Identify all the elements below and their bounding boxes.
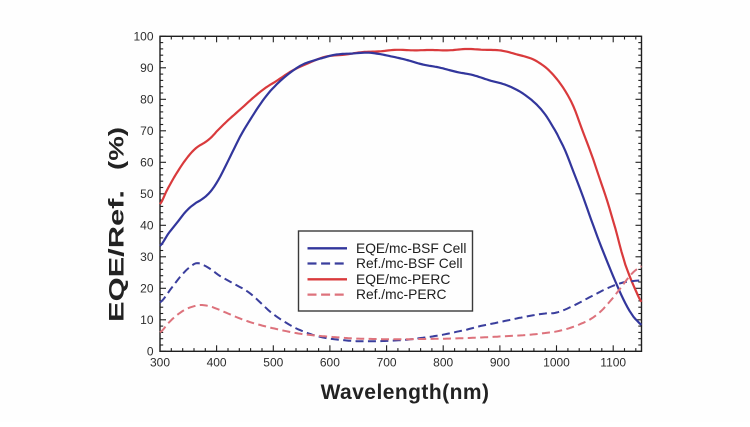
svg-text:Ref./mc-BSF Cell: Ref./mc-BSF Cell: [356, 256, 463, 271]
svg-text:400: 400: [207, 356, 227, 370]
svg-text:300: 300: [150, 356, 170, 370]
svg-text:900: 900: [490, 356, 510, 370]
svg-text:50: 50: [140, 187, 154, 201]
svg-text:Wavelength(nm): Wavelength(nm): [321, 381, 490, 404]
svg-text:60: 60: [140, 156, 154, 170]
svg-text:80: 80: [140, 93, 154, 107]
svg-text:100: 100: [133, 30, 153, 44]
svg-text:500: 500: [263, 356, 283, 370]
svg-text:10: 10: [140, 313, 154, 327]
svg-text:20: 20: [140, 282, 154, 296]
svg-text:90: 90: [140, 61, 154, 75]
svg-text:70: 70: [140, 124, 154, 138]
svg-text:1100: 1100: [600, 356, 626, 370]
svg-text:30: 30: [140, 250, 154, 264]
svg-text:EQE/mc-PERC: EQE/mc-PERC: [356, 272, 450, 287]
svg-text:700: 700: [377, 356, 397, 370]
svg-text:(%): (%): [106, 127, 129, 170]
svg-text:0: 0: [147, 345, 154, 359]
svg-text:1000: 1000: [543, 356, 570, 370]
svg-text:40: 40: [140, 219, 154, 233]
svg-text:800: 800: [433, 356, 453, 370]
svg-text:EQE/Ref.: EQE/Ref.: [106, 190, 129, 322]
svg-text:Ref./mc-PERC: Ref./mc-PERC: [356, 287, 446, 302]
svg-text:600: 600: [320, 356, 340, 370]
svg-text:EQE/mc-BSF Cell: EQE/mc-BSF Cell: [356, 241, 466, 256]
